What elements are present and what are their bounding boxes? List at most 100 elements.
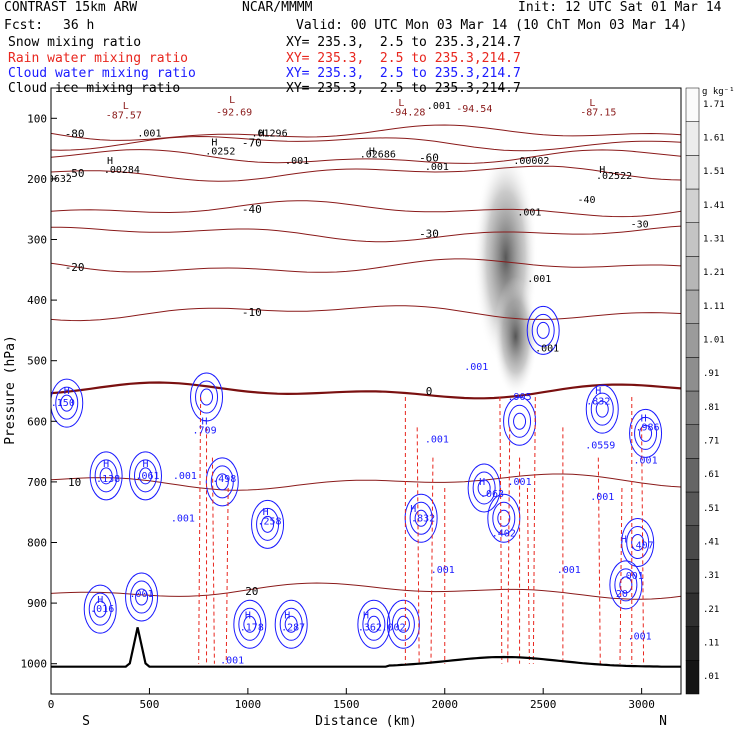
temperature-contour (51, 135, 681, 152)
temperature-contour (51, 305, 681, 322)
cloud-water-contour (631, 534, 645, 551)
cloud-water-contour (391, 607, 415, 641)
temperature-contour-label: -80 (65, 127, 85, 140)
rain-water-contour (532, 397, 536, 664)
temperature-contour-label: -40 (242, 203, 262, 216)
terrain-line (51, 627, 681, 668)
cloud-water-contour (130, 580, 154, 614)
contour-label: H (641, 413, 647, 424)
x-tick-label: 3000 (628, 698, 655, 711)
y-tick-label: 600 (27, 415, 47, 428)
contour-label: .016 (90, 604, 114, 615)
colorbar-label: 1.41 (703, 201, 725, 211)
cloud-water-contour (190, 372, 224, 422)
temperature-contour-label: 0 (426, 385, 433, 398)
contour-label: H (64, 386, 70, 397)
cloud-water-contour (614, 568, 638, 602)
contour-label: .905 (508, 392, 532, 403)
y-tick-label: 100 (27, 112, 47, 125)
cloud-water-contour (251, 499, 285, 549)
temperature-contour (51, 258, 681, 273)
cloud-water-contour (55, 386, 79, 420)
colorbar-label: .91 (703, 369, 719, 379)
contour-label: .001 (220, 656, 244, 667)
cloud-water-contour (99, 467, 113, 485)
field-cloud-water-xy: XY= 235.3, 2.5 to 235.3,214.7 (286, 66, 521, 81)
contour-label: .02686 (360, 150, 396, 161)
temperature-contour-label: 10 (68, 476, 81, 489)
colorbar-label: .61 (703, 470, 719, 480)
contour-label: .407 (630, 541, 654, 552)
contour-label: H (410, 504, 416, 515)
colorbar-swatch (685, 660, 700, 695)
cloud-water-contour (414, 509, 428, 527)
colorbar-swatch (685, 458, 700, 493)
temperature-contour (51, 149, 681, 164)
field-cloud-water-name: Cloud water mixing ratio (8, 66, 196, 81)
cloud-water-contour (93, 600, 107, 618)
model-title: CONTRAST 15km ARW (4, 0, 138, 15)
north-label: N (659, 714, 667, 729)
temperature-contour-label: 20 (245, 585, 258, 598)
init-time: Init: 12 UTC Sat 01 Mar 14 (518, 0, 722, 15)
south-label: S (82, 714, 90, 729)
cloud-water-contour (386, 599, 420, 649)
contour-label: L (589, 98, 595, 109)
contour-label: .061 (135, 471, 159, 482)
colorbar-label: .81 (703, 403, 719, 413)
colorbar-swatch (685, 491, 700, 526)
contour-label: .0559 (585, 441, 615, 452)
cloud-water-contour (513, 412, 527, 430)
cloud-water-contour (261, 515, 275, 533)
cloud-ice-shading (493, 276, 538, 397)
contour-label: .178 (240, 622, 264, 633)
temperature-contour-label: -70 (242, 137, 262, 150)
contour-label: H (107, 156, 113, 167)
field-snow-name: Snow mixing ratio (8, 35, 142, 50)
cloud-water-contour (51, 378, 84, 428)
cloud-water-contour (396, 615, 410, 633)
x-tick-label: 500 (140, 698, 160, 711)
contour-label: L (123, 101, 129, 112)
contour-label: -92.69 (216, 107, 252, 118)
colorbar-swatch (685, 188, 700, 223)
colorbar-label: 1.51 (703, 167, 725, 177)
cloud-water-contour (467, 463, 501, 513)
contour-label: H (369, 147, 375, 158)
cloud-water-contour (585, 384, 619, 434)
rain-water-contour (211, 457, 215, 664)
contour-label: H (479, 477, 485, 488)
cloud-water-contour (362, 607, 386, 641)
contour-label: H (284, 610, 290, 621)
contour-label: H (142, 459, 148, 470)
contour-label: .832 (411, 513, 435, 524)
y-tick-label: 400 (27, 294, 47, 307)
colorbar-swatch (685, 424, 700, 459)
cloud-water-contour (472, 471, 496, 505)
contour-label: H (202, 416, 208, 427)
y-tick-label: 500 (27, 355, 47, 368)
contour-label: .063 (480, 489, 504, 500)
colorbar-label: .21 (703, 605, 719, 615)
cloud-water-contour (639, 424, 653, 442)
rain-water-contour (198, 397, 202, 664)
contour-label: H (103, 459, 109, 470)
contour-label: .00284 (104, 165, 140, 176)
contour-label: .01296 (251, 128, 287, 139)
contour-label: .362 (358, 622, 382, 633)
cloud-water-contour (215, 473, 229, 491)
rain-water-contour (430, 457, 434, 664)
colorbar-swatch (685, 87, 700, 122)
y-tick-label: 1000 (21, 658, 48, 671)
colorbar-swatch (685, 626, 700, 661)
contour-label: .001 (535, 344, 559, 355)
contour-label: .02522 (596, 171, 632, 182)
y-axis-title: Pressure (hPa) (3, 335, 18, 445)
contour-label: H (245, 610, 251, 621)
contour-label: .001 (628, 631, 652, 642)
colorbar-label: 1.21 (703, 268, 725, 278)
cloud-water-contour (88, 592, 112, 626)
cloud-water-contour (595, 400, 609, 418)
field-rain-xy: XY= 235.3, 2.5 to 235.3,214.7 (286, 51, 521, 66)
cloud-water-contour (619, 576, 633, 594)
